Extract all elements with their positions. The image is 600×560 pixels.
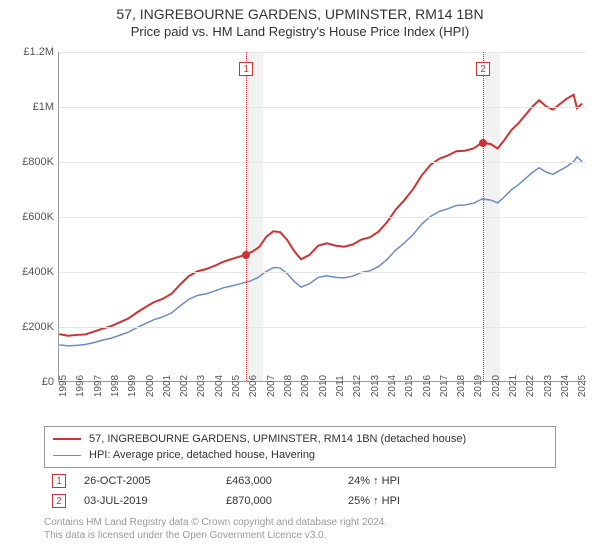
x-tick-label: 2008 bbox=[283, 375, 294, 397]
sale-point bbox=[242, 251, 250, 259]
sale-date: 03-JUL-2019 bbox=[78, 492, 218, 510]
sale-diff: 25% ↑ HPI bbox=[342, 492, 554, 510]
y-tick-label: £600K bbox=[10, 211, 54, 223]
footer-line-2: This data is licensed under the Open Gov… bbox=[44, 529, 556, 542]
x-tick-label: 2001 bbox=[162, 375, 173, 397]
y-tick-label: £0 bbox=[10, 376, 54, 388]
legend-row: 57, INGREBOURNE GARDENS, UPMINSTER, RM14… bbox=[53, 431, 547, 447]
sale-row: 2 03-JUL-2019£870,00025% ↑ HPI bbox=[46, 492, 554, 510]
x-tick-label: 2005 bbox=[231, 375, 242, 397]
x-tick-label: 2015 bbox=[404, 375, 415, 397]
y-gridline bbox=[59, 52, 586, 53]
x-tick-label: 2012 bbox=[352, 375, 363, 397]
x-tick-label: 2025 bbox=[577, 375, 588, 397]
y-tick-label: £800K bbox=[10, 156, 54, 168]
title-block: 57, INGREBOURNE GARDENS, UPMINSTER, RM14… bbox=[0, 0, 600, 39]
y-gridline bbox=[59, 162, 586, 163]
sale-vline bbox=[246, 52, 247, 381]
legend-row: HPI: Average price, detached house, Have… bbox=[53, 447, 547, 463]
x-tick-label: 1999 bbox=[127, 375, 138, 397]
sale-diff: 24% ↑ HPI bbox=[342, 472, 554, 490]
footer-line-1: Contains HM Land Registry data © Crown c… bbox=[44, 516, 556, 529]
sale-point bbox=[479, 139, 487, 147]
x-tick-label: 2021 bbox=[508, 375, 519, 397]
x-tick-label: 2000 bbox=[145, 375, 156, 397]
x-tick-label: 1997 bbox=[93, 375, 104, 397]
legend: 57, INGREBOURNE GARDENS, UPMINSTER, RM14… bbox=[44, 426, 556, 468]
legend-swatch bbox=[53, 438, 81, 440]
x-tick-label: 1996 bbox=[75, 375, 86, 397]
sale-badge: 2 bbox=[52, 494, 66, 508]
sale-price: £463,000 bbox=[220, 472, 340, 490]
x-tick-label: 2019 bbox=[473, 375, 484, 397]
sale-row: 1 26-OCT-2005£463,00024% ↑ HPI bbox=[46, 472, 554, 490]
footer: Contains HM Land Registry data © Crown c… bbox=[44, 516, 556, 542]
x-tick-label: 2007 bbox=[266, 375, 277, 397]
x-tick-label: 2003 bbox=[196, 375, 207, 397]
title-sub: Price paid vs. HM Land Registry's House … bbox=[0, 24, 600, 39]
x-tick-label: 2011 bbox=[335, 375, 346, 397]
x-tick-label: 2020 bbox=[491, 375, 502, 397]
x-tick-label: 1995 bbox=[58, 375, 69, 397]
y-tick-label: £1M bbox=[10, 101, 54, 113]
legend-swatch bbox=[53, 455, 81, 456]
y-gridline bbox=[59, 217, 586, 218]
x-tick-label: 2023 bbox=[543, 375, 554, 397]
y-gridline bbox=[59, 327, 586, 328]
x-tick-label: 2022 bbox=[525, 375, 536, 397]
series-property bbox=[59, 95, 582, 336]
y-tick-label: £200K bbox=[10, 321, 54, 333]
chart: 12 £0£200K£400K£600K£800K£1M£1.2M1995199… bbox=[10, 46, 590, 416]
y-gridline bbox=[59, 107, 586, 108]
legend-label: 57, INGREBOURNE GARDENS, UPMINSTER, RM14… bbox=[89, 433, 466, 445]
x-tick-label: 2013 bbox=[370, 375, 381, 397]
sale-vline bbox=[483, 52, 484, 381]
x-tick-label: 2024 bbox=[560, 375, 571, 397]
x-tick-label: 2002 bbox=[179, 375, 190, 397]
x-tick-label: 2004 bbox=[214, 375, 225, 397]
sale-price: £870,000 bbox=[220, 492, 340, 510]
plot-area: 12 bbox=[58, 52, 586, 382]
x-tick-label: 2009 bbox=[300, 375, 311, 397]
series-hpi bbox=[59, 157, 582, 346]
x-tick-label: 2016 bbox=[422, 375, 433, 397]
y-gridline bbox=[59, 272, 586, 273]
y-tick-label: £400K bbox=[10, 266, 54, 278]
x-tick-label: 1998 bbox=[110, 375, 121, 397]
sale-badge: 1 bbox=[52, 474, 66, 488]
y-tick-label: £1.2M bbox=[10, 46, 54, 58]
x-tick-label: 2006 bbox=[248, 375, 259, 397]
sale-marker-box: 2 bbox=[476, 62, 490, 76]
sale-date: 26-OCT-2005 bbox=[78, 472, 218, 490]
x-tick-label: 2018 bbox=[456, 375, 467, 397]
x-tick-label: 2010 bbox=[318, 375, 329, 397]
legend-label: HPI: Average price, detached house, Have… bbox=[89, 449, 315, 461]
sale-marker-box: 1 bbox=[239, 62, 253, 76]
title-main: 57, INGREBOURNE GARDENS, UPMINSTER, RM14… bbox=[0, 6, 600, 22]
sales-table: 1 26-OCT-2005£463,00024% ↑ HPI 2 03-JUL-201… bbox=[44, 470, 556, 512]
x-tick-label: 2014 bbox=[387, 375, 398, 397]
x-tick-label: 2017 bbox=[439, 375, 450, 397]
